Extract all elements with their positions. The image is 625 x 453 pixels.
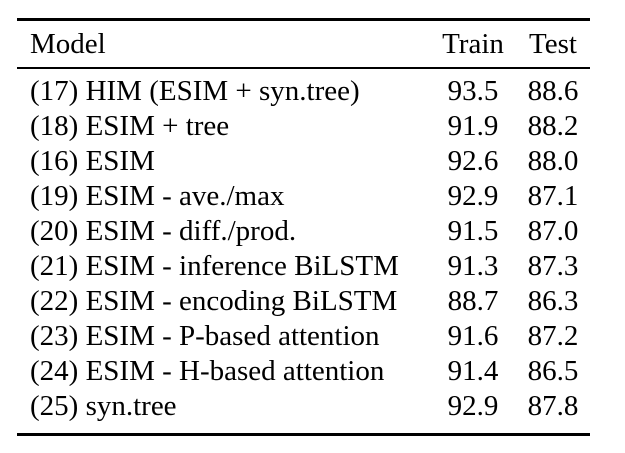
test-cell: 86.5	[527, 355, 579, 387]
test-cell: 87.8	[527, 390, 579, 422]
model-cell: (21) ESIM - inference BiLSTM	[30, 252, 399, 281]
header-train: Train	[442, 27, 504, 60]
model-cell: (24) ESIM - H-based attention	[30, 357, 385, 386]
model-cell: (22) ESIM - encoding BiLSTM	[30, 287, 398, 316]
model-cell: (20) ESIM - diff./prod.	[30, 217, 297, 246]
table-row: (17) HIM (ESIM + syn.tree) 93.5 88.6	[30, 74, 584, 109]
train-cell: 92.9	[447, 390, 499, 422]
test-cell: 87.1	[527, 180, 579, 212]
model-cell: (19) ESIM - ave./max	[30, 182, 285, 211]
train-cell: 91.3	[447, 250, 499, 282]
header-model: Model	[30, 29, 106, 59]
header-test: Test	[529, 27, 577, 60]
table-row: (16) ESIM 92.6 88.0	[30, 144, 584, 179]
table-row: (18) ESIM + tree 91.9 88.2	[30, 109, 584, 144]
table-row: (21) ESIM - inference BiLSTM 91.3 87.3	[30, 249, 584, 284]
table-row: (22) ESIM - encoding BiLSTM 88.7 86.3	[30, 284, 584, 319]
train-cell: 88.7	[447, 285, 499, 317]
table-row: (20) ESIM - diff./prod. 91.5 87.0	[30, 214, 584, 249]
train-cell: 91.5	[447, 215, 499, 247]
test-cell: 88.2	[527, 110, 579, 142]
test-cell: 88.0	[527, 145, 579, 177]
table-header-row: Model Train Test	[17, 21, 590, 69]
train-cell: 92.9	[447, 180, 499, 212]
table-row: (19) ESIM - ave./max 92.9 87.1	[30, 179, 584, 214]
test-cell: 87.0	[527, 215, 579, 247]
test-cell: 87.3	[527, 250, 579, 282]
test-cell: 87.2	[527, 320, 579, 352]
model-cell: (18) ESIM + tree	[30, 112, 230, 141]
train-cell: 91.6	[447, 320, 499, 352]
model-cell: (25) syn.tree	[30, 392, 177, 421]
model-cell: (17) HIM (ESIM + syn.tree)	[30, 77, 360, 106]
train-cell: 91.4	[447, 355, 499, 387]
model-cell: (23) ESIM - P-based attention	[30, 322, 380, 351]
test-cell: 88.6	[527, 75, 579, 107]
train-cell: 92.6	[447, 145, 499, 177]
train-cell: 91.9	[447, 110, 499, 142]
table-row: (23) ESIM - P-based attention 91.6 87.2	[30, 319, 584, 354]
table-body: (17) HIM (ESIM + syn.tree) 93.5 88.6 (18…	[17, 69, 590, 433]
test-cell: 86.3	[527, 285, 579, 317]
train-cell: 93.5	[447, 75, 499, 107]
ablation-results-table: Model Train Test (17) HIM (ESIM + syn.tr…	[17, 18, 590, 436]
table-row: (25) syn.tree 92.9 87.8	[30, 389, 584, 424]
model-cell: (16) ESIM	[30, 147, 155, 176]
table-row: (24) ESIM - H-based attention 91.4 86.5	[30, 354, 584, 389]
